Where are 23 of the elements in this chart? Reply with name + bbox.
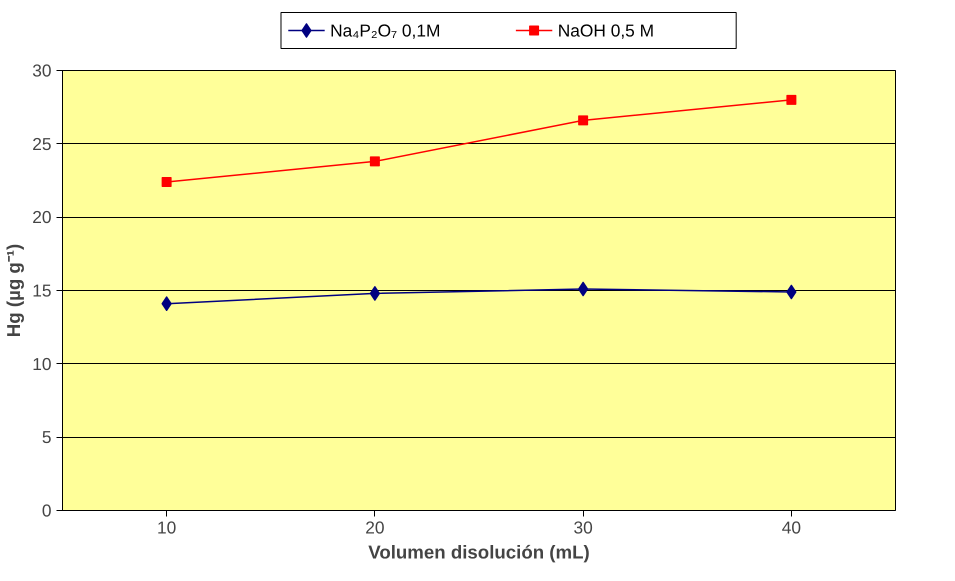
y-tick-label: 10 bbox=[32, 354, 52, 374]
point bbox=[578, 115, 588, 126]
point bbox=[162, 176, 172, 187]
point bbox=[578, 282, 588, 297]
y-tick-label: 0 bbox=[42, 500, 52, 520]
x-tick-label: 30 bbox=[573, 518, 593, 538]
y-tick-label: 5 bbox=[42, 427, 52, 448]
point bbox=[161, 296, 172, 312]
legend-label: Na₄P₂O₇ 0,1M bbox=[330, 20, 440, 40]
point bbox=[370, 286, 380, 301]
point bbox=[786, 94, 796, 105]
y-axis-title: Hg (µg g⁻¹) bbox=[3, 244, 24, 338]
x-tick-label: 40 bbox=[782, 518, 802, 538]
y-tick-label: 20 bbox=[32, 207, 52, 228]
y-tick-label: 15 bbox=[32, 280, 52, 300]
point bbox=[786, 284, 797, 300]
point bbox=[370, 156, 380, 166]
y-tick-label: 30 bbox=[32, 60, 52, 80]
legend-label: NaOH 0,5 M bbox=[558, 20, 654, 40]
x-axis-title: Volumen disolución (mL) bbox=[368, 542, 590, 562]
y-tick-label: 25 bbox=[32, 134, 52, 154]
x-tick-label: 10 bbox=[156, 518, 176, 538]
x-tick-label: 20 bbox=[365, 518, 385, 538]
